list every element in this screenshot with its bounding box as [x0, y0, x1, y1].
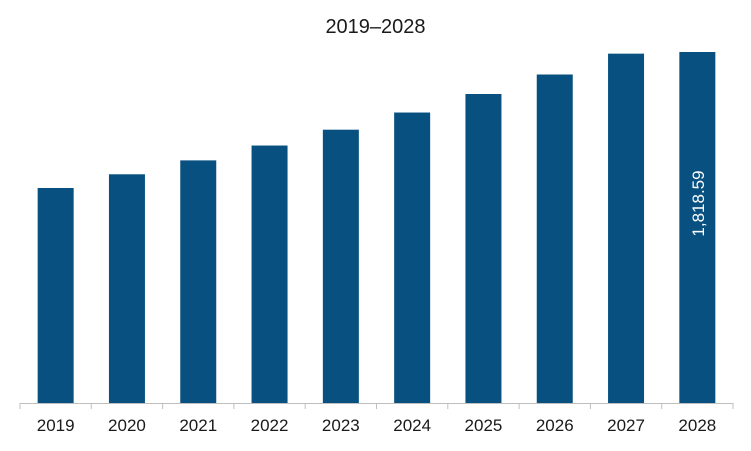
- x-tick-label-2027: 2027: [607, 416, 645, 435]
- x-tick-label-2023: 2023: [322, 416, 360, 435]
- x-tick-label-2019: 2019: [37, 416, 75, 435]
- bar-2019: [37, 187, 74, 403]
- x-tick-label-2026: 2026: [536, 416, 574, 435]
- x-tick-label-2021: 2021: [179, 416, 217, 435]
- chart-title: 2019–2028: [325, 16, 426, 38]
- bar-2025: [465, 93, 502, 403]
- data-label-2028: 1,818.59: [689, 170, 708, 236]
- bar-2020: [108, 174, 145, 403]
- bar-2028: [679, 52, 716, 403]
- bar-2026: [536, 74, 573, 403]
- x-tick-label-2024: 2024: [393, 416, 431, 435]
- x-tick-label-2020: 2020: [108, 416, 146, 435]
- bar-2027: [608, 53, 645, 403]
- bar-2024: [394, 112, 431, 403]
- bar-2023: [322, 129, 359, 403]
- bar-2022: [251, 145, 288, 403]
- x-tick-label-2022: 2022: [251, 416, 289, 435]
- x-tick-label-2025: 2025: [465, 416, 503, 435]
- bar-2021: [180, 160, 217, 403]
- x-tick-label-2028: 2028: [678, 416, 716, 435]
